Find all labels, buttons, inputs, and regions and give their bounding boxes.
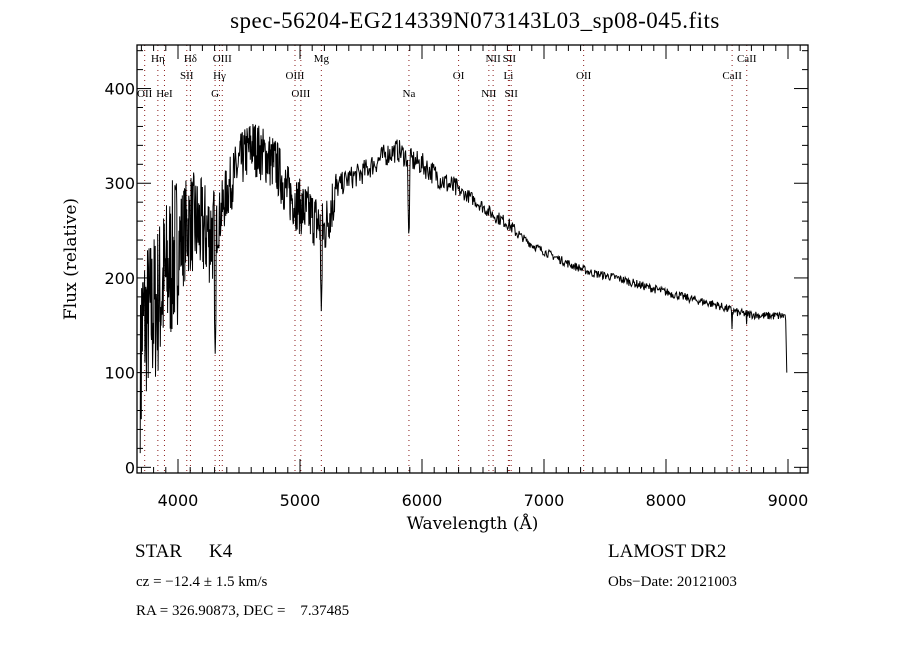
line-marker-label: SII <box>503 53 517 65</box>
x-axis-label: Wavelength (Å) <box>407 513 539 534</box>
survey-label: LAMOST DR2 <box>608 541 727 562</box>
obs-date: Obs−Date: 20121003 <box>608 574 737 590</box>
y-tick-label: 200 <box>104 269 135 288</box>
line-marker-label: Li <box>503 70 513 82</box>
object-class: STAR <box>135 541 183 562</box>
line-marker-label: OIII <box>291 88 310 100</box>
plot-frame <box>136 44 809 474</box>
chart-title: spec-56204-EG214339N073143L03_sp08-045.f… <box>230 8 720 33</box>
line-marker-label: Hη <box>151 53 165 65</box>
y-tick-label: 100 <box>104 364 135 383</box>
line-marker-label: OI <box>453 70 465 82</box>
line-marker-label: CaII <box>722 70 742 82</box>
line-marker-label: HeI <box>156 88 173 100</box>
y-tick-label: 400 <box>104 80 135 99</box>
subclass: K4 <box>209 541 233 562</box>
x-tick-label: 9000 <box>768 491 809 510</box>
line-marker-label: OII <box>576 70 592 82</box>
x-tick-label: 6000 <box>402 491 443 510</box>
coordinates: RA = 326.90873, DEC = 7.37485 <box>136 603 350 619</box>
y-tick-label: 0 <box>125 458 135 477</box>
line-marker-label: OII <box>137 88 153 100</box>
line-marker-label: Hδ <box>184 53 197 65</box>
x-tick-label: 8000 <box>646 491 687 510</box>
line-marker-label: CaII <box>737 53 757 65</box>
spectrum-line <box>139 123 788 454</box>
y-axis-label: Flux (relative) <box>61 198 81 320</box>
x-tick-label: 5000 <box>280 491 321 510</box>
line-marker-label: OIII <box>286 70 305 82</box>
line-marker-label: SII <box>504 88 518 100</box>
line-marker-label: G <box>211 88 219 100</box>
y-tick-label: 300 <box>104 174 135 193</box>
line-marker-label: SII <box>180 70 194 82</box>
x-tick-label: 4000 <box>158 491 199 510</box>
line-marker-label: NII <box>485 53 501 65</box>
line-marker-label: Hγ <box>213 70 226 82</box>
line-marker-label: Na <box>403 88 416 100</box>
line-marker-label: NII <box>481 88 497 100</box>
x-tick-label: 7000 <box>524 491 565 510</box>
line-marker-label: Mg <box>314 53 330 65</box>
redshift-text: cz = −12.4 ± 1.5 km/s <box>136 574 268 590</box>
line-marker-label: OIII <box>213 53 232 65</box>
